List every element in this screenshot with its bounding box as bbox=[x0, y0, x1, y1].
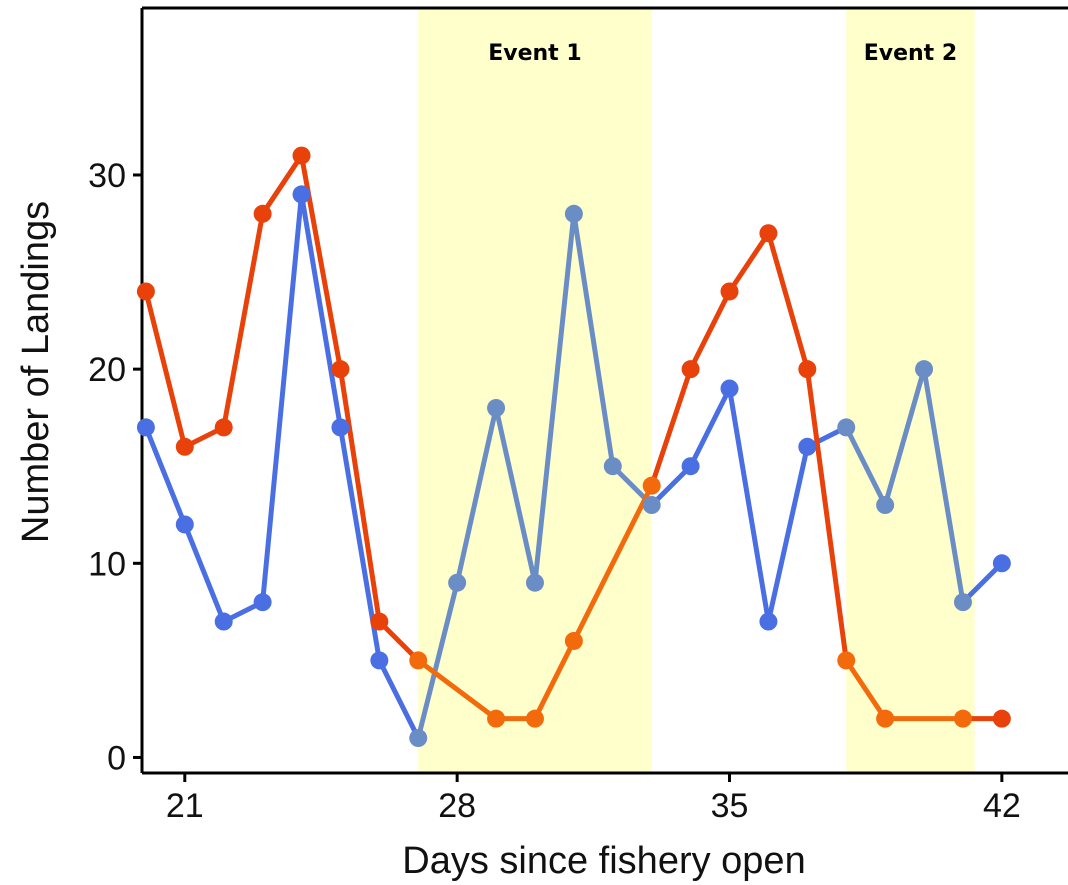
series-1-segment bbox=[493, 405, 538, 586]
series-1-segment bbox=[415, 580, 460, 741]
series-2-segment bbox=[415, 657, 499, 722]
series-1-point bbox=[759, 612, 778, 631]
series-2-segment bbox=[727, 230, 771, 294]
series-2-segment bbox=[649, 366, 694, 489]
series-1-segment bbox=[299, 191, 343, 430]
series-2-segment bbox=[143, 288, 188, 450]
series-1-point bbox=[876, 496, 895, 515]
series-2-segment bbox=[337, 366, 382, 625]
series-1-point bbox=[136, 418, 155, 437]
series-1-point bbox=[487, 398, 506, 417]
series-1-segment bbox=[960, 560, 1005, 605]
series-2-point bbox=[525, 709, 544, 728]
series-2-point bbox=[642, 476, 661, 495]
series-2-point bbox=[331, 360, 350, 379]
series-2-segment bbox=[765, 230, 810, 372]
series-2-segment bbox=[260, 153, 305, 217]
y-tick-label: 30 bbox=[88, 157, 126, 195]
series-1-point bbox=[214, 612, 233, 631]
series-2-point bbox=[564, 631, 583, 650]
event-label-1: Event 1 bbox=[488, 41, 581, 66]
series-1-segment bbox=[765, 444, 810, 625]
series-2-point bbox=[876, 709, 895, 728]
series-2-point bbox=[253, 204, 272, 223]
series-2-point bbox=[136, 282, 155, 301]
series-1-segment bbox=[376, 657, 421, 741]
series-1-point bbox=[681, 457, 700, 476]
text-labels: Event 1 Event 2 21 28 35 42 0 10 20 30 bbox=[88, 41, 1021, 825]
series-2-point bbox=[953, 709, 972, 728]
y-tick-label: 0 bbox=[107, 739, 126, 777]
series-1-segment bbox=[532, 211, 577, 586]
series-1-point bbox=[525, 573, 544, 592]
series-2-point bbox=[370, 612, 389, 631]
series-1-point bbox=[720, 379, 739, 398]
axes bbox=[140, 6, 1068, 775]
series-2-point bbox=[409, 651, 428, 670]
series-1-point bbox=[837, 418, 856, 437]
series-2-segment bbox=[376, 619, 421, 663]
x-tick-label: 21 bbox=[166, 787, 204, 825]
event-bands bbox=[418, 8, 975, 773]
series-1-point bbox=[992, 554, 1011, 573]
series-1-segment bbox=[843, 424, 888, 508]
event-band-2 bbox=[846, 8, 975, 773]
series-1-segment bbox=[571, 211, 616, 469]
series-1-point bbox=[915, 360, 934, 379]
y-tick-label: 20 bbox=[88, 351, 126, 389]
series-1-point bbox=[292, 185, 311, 204]
series-2-point bbox=[214, 418, 233, 437]
series-2-point bbox=[681, 360, 700, 379]
series-2-point bbox=[175, 437, 194, 456]
series-2-segment bbox=[571, 483, 655, 644]
series-points bbox=[136, 146, 1011, 748]
series-1-point bbox=[953, 593, 972, 612]
series-2-point bbox=[487, 709, 506, 728]
series-1-segment bbox=[882, 366, 927, 508]
series-1-segment bbox=[260, 191, 305, 605]
y-axis-title: Number of Landings bbox=[15, 201, 57, 543]
event-label-2: Event 2 bbox=[864, 41, 957, 66]
event-band-1 bbox=[418, 8, 652, 773]
series-1-point bbox=[564, 204, 583, 223]
series-1-segment bbox=[143, 424, 188, 527]
series-2-point bbox=[759, 224, 778, 243]
series-1-segment bbox=[649, 463, 694, 508]
series-1-point bbox=[370, 651, 389, 670]
series-2-point bbox=[837, 651, 856, 670]
series-1-point bbox=[603, 457, 622, 476]
series-1-segment bbox=[688, 386, 733, 469]
series-1-point bbox=[642, 496, 661, 515]
series-1-segment bbox=[727, 386, 771, 625]
series-1-point bbox=[409, 729, 428, 748]
series-2-segment bbox=[688, 288, 733, 372]
series-1-point bbox=[448, 573, 467, 592]
tick-marks bbox=[133, 173, 1004, 782]
series-1-segment bbox=[454, 405, 499, 586]
series-2-point bbox=[798, 360, 817, 379]
series-2-point bbox=[292, 146, 311, 165]
series-2-segment bbox=[804, 366, 849, 663]
series-1-point bbox=[798, 437, 817, 456]
series-2-point bbox=[992, 709, 1011, 728]
x-tick-label: 28 bbox=[438, 787, 476, 825]
x-tick-label: 35 bbox=[711, 787, 749, 825]
series-2-segment bbox=[221, 211, 266, 430]
series-2-segment bbox=[843, 657, 888, 722]
series-1-segment bbox=[182, 521, 227, 625]
series-1-segment bbox=[921, 366, 966, 605]
y-tick-label: 10 bbox=[88, 545, 126, 583]
x-axis-title: Days since fishery open bbox=[402, 840, 805, 882]
series-1-point bbox=[175, 515, 194, 534]
series-1-point bbox=[253, 593, 272, 612]
series-lines bbox=[143, 153, 1005, 741]
x-tick-label: 42 bbox=[983, 787, 1021, 825]
series-2-point bbox=[720, 282, 739, 301]
series-2-segment bbox=[532, 638, 577, 722]
series-1-point bbox=[331, 418, 350, 437]
